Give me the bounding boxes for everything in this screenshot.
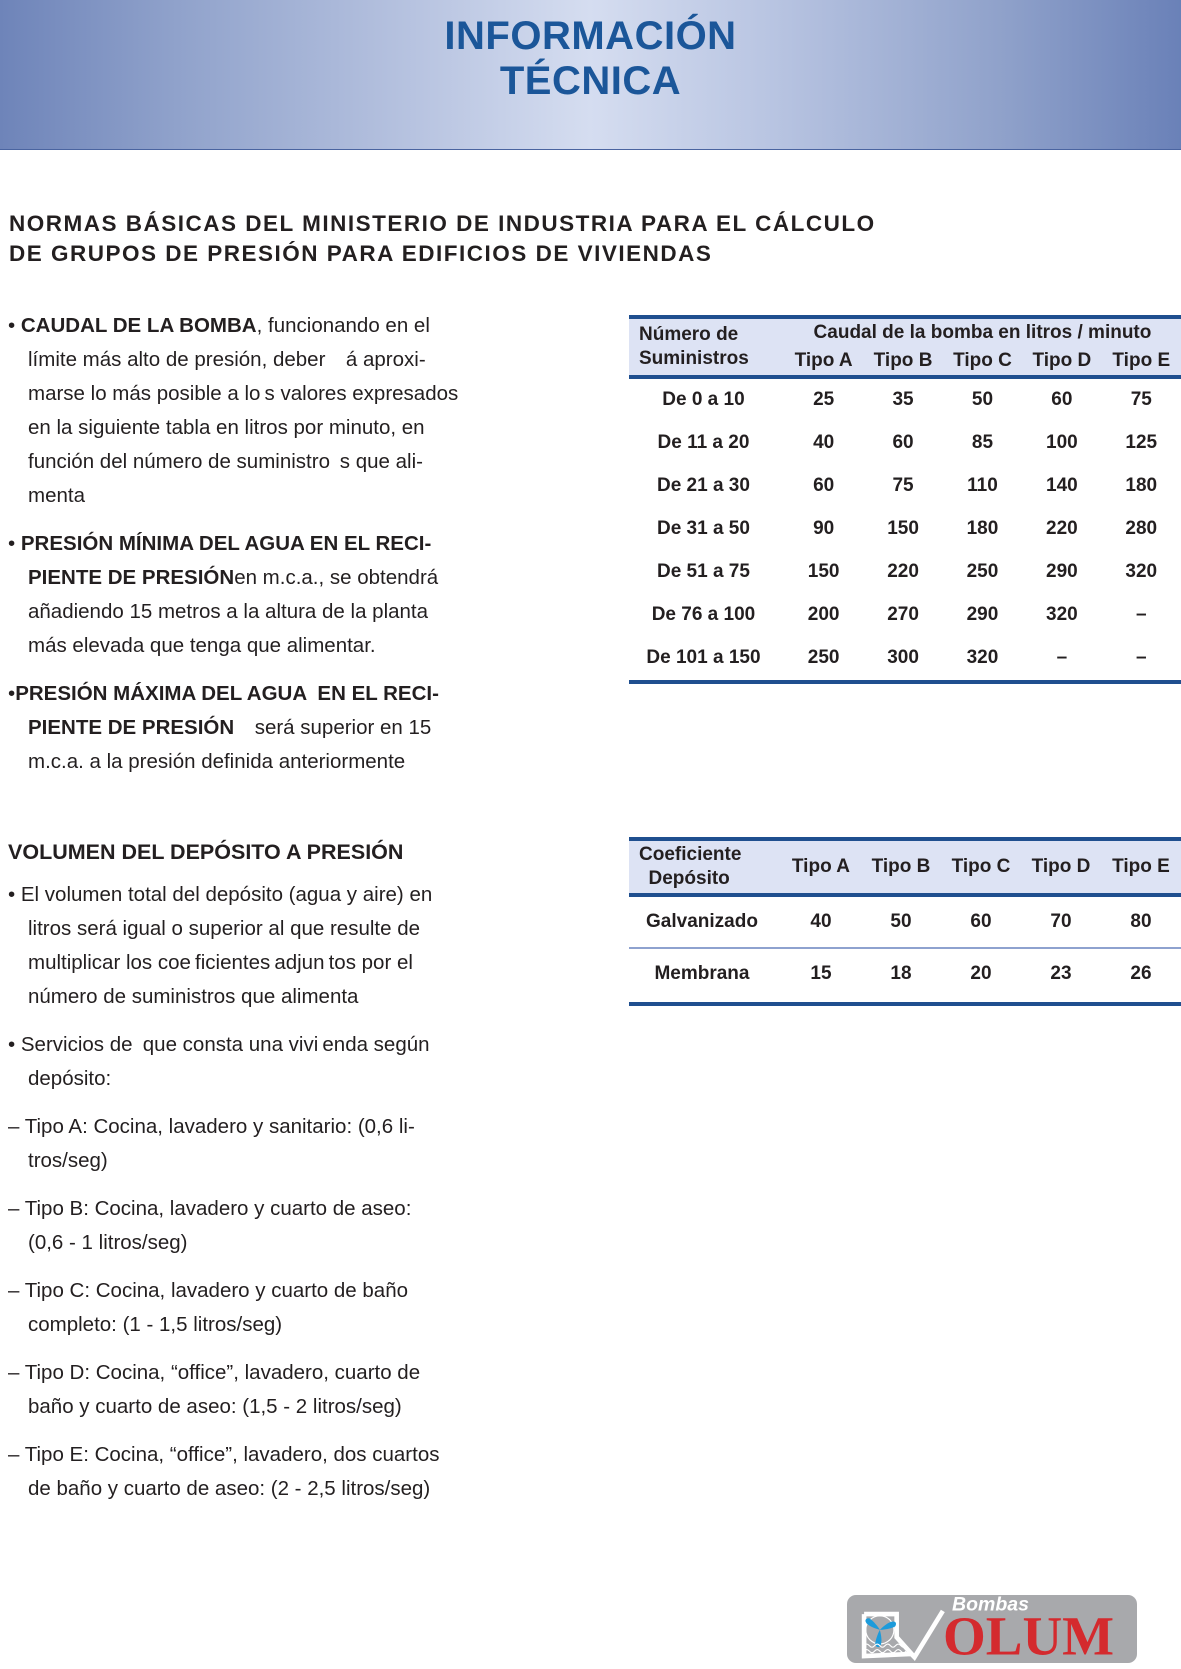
svg-text:OLUM: OLUM	[943, 1606, 1114, 1664]
